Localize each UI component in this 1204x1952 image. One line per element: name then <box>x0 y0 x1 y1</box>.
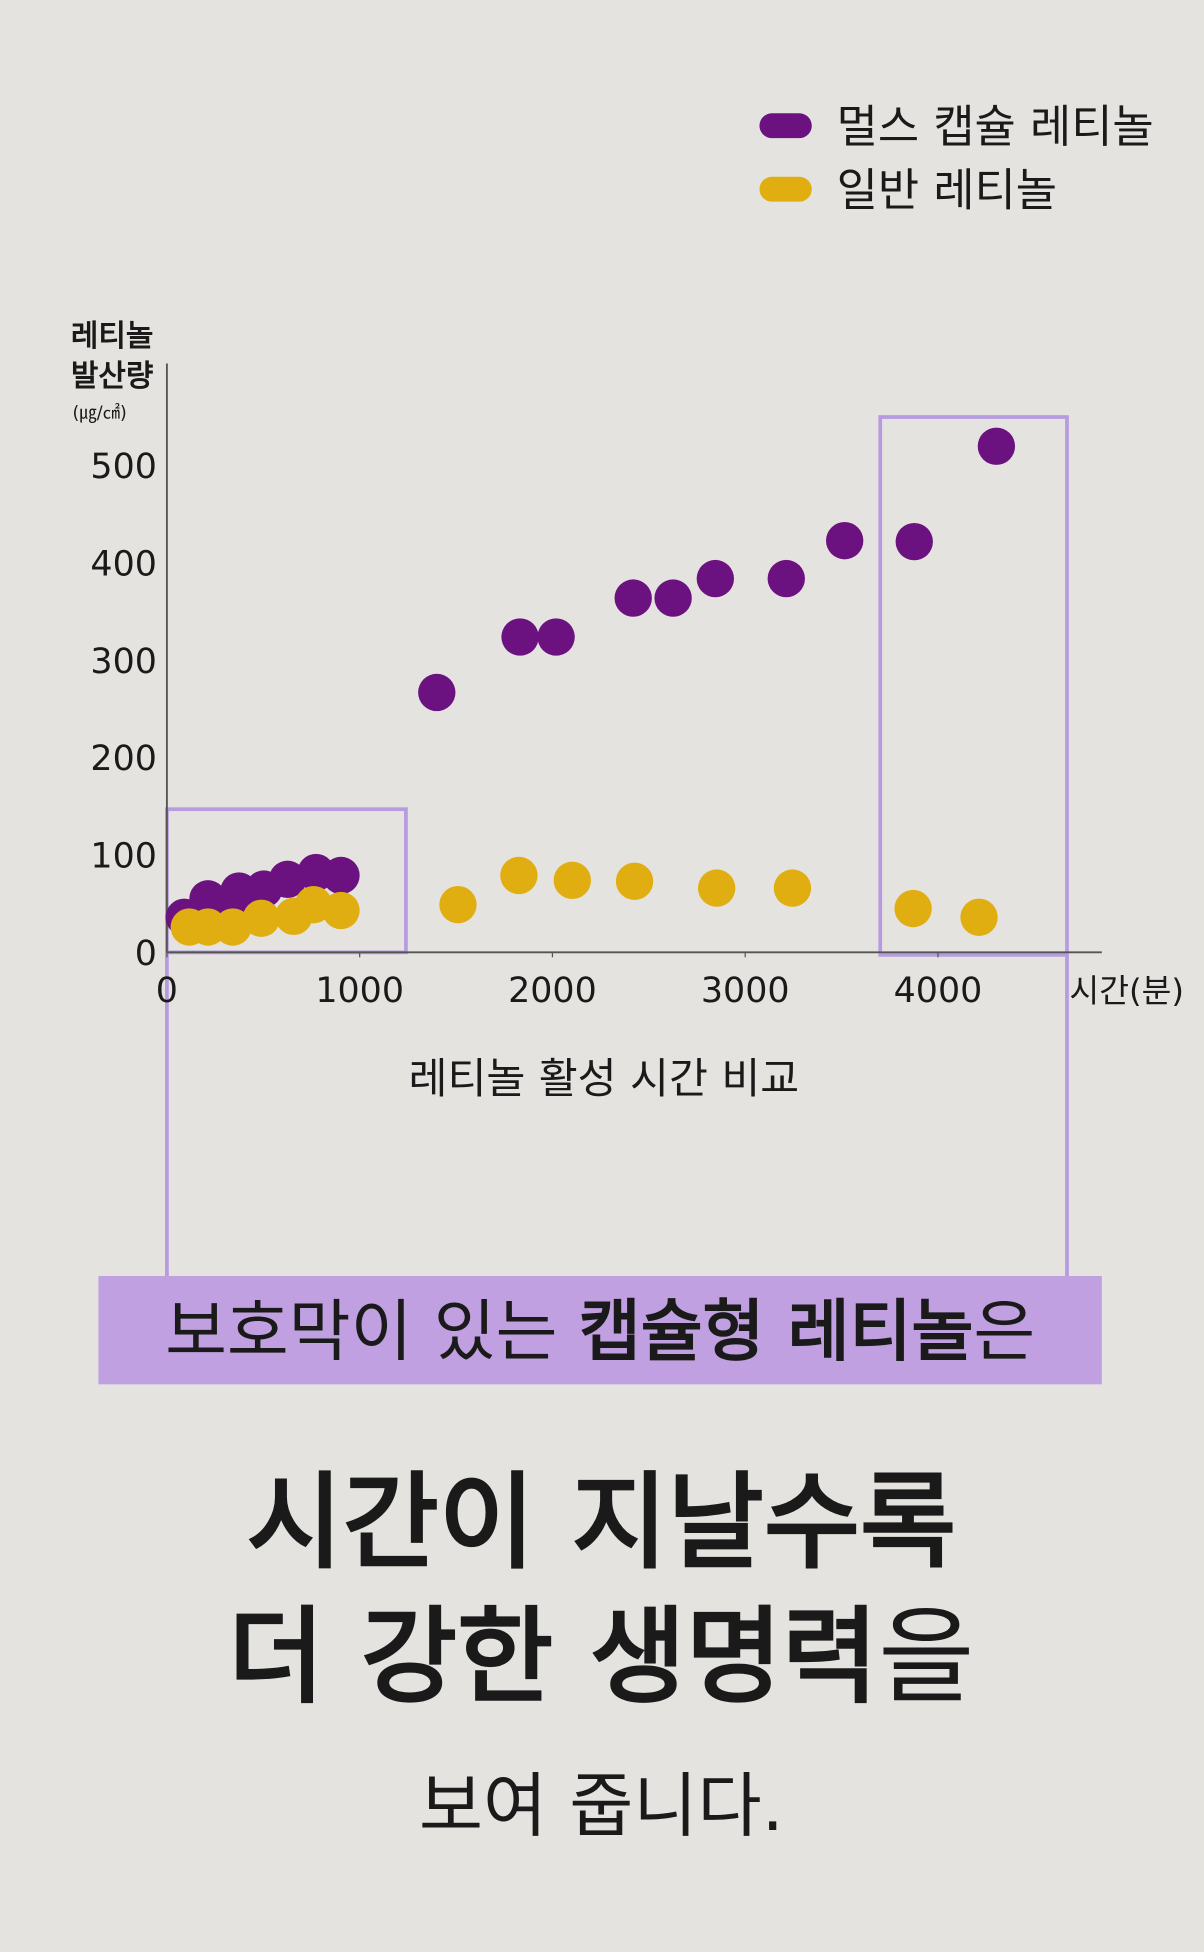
y-axis-title: 발산량 <box>71 359 153 394</box>
point <box>895 522 933 561</box>
point <box>500 856 538 895</box>
y-axis-title: 레티놀 <box>71 319 153 354</box>
y-tick-label: 500 <box>90 447 157 487</box>
closing-text: 보여 줍니다. <box>419 1766 784 1847</box>
point <box>960 898 998 936</box>
x-tick-label: 0 <box>156 971 178 1011</box>
x-tick-label: 3000 <box>701 971 790 1011</box>
point <box>418 673 456 712</box>
point <box>439 885 477 924</box>
point <box>977 427 1016 465</box>
point <box>553 861 591 899</box>
point <box>894 889 932 928</box>
legend-swatch <box>759 176 812 202</box>
text: 보호막이 있는 <box>165 1292 579 1370</box>
point <box>537 618 575 656</box>
legend-swatch <box>759 113 812 139</box>
point <box>268 860 307 899</box>
headline: 시간이 지날수록 <box>246 1462 956 1584</box>
y-tick-label: 300 <box>90 642 157 682</box>
point <box>696 559 735 598</box>
y-tick-label: 400 <box>90 544 157 584</box>
headline: 더 강한 생명력을 <box>228 1596 974 1718</box>
point <box>698 869 736 907</box>
point <box>614 579 652 617</box>
banner-text: 보호막이 있는 캡슐형 레티놀은 <box>165 1292 1035 1370</box>
point <box>773 869 812 907</box>
y-axis-unit: (㎍/㎠) <box>73 403 127 423</box>
banner <box>98 1276 1102 1385</box>
chart-caption: 레티놀 활성 시간 비교 <box>409 1054 800 1103</box>
point <box>501 618 539 656</box>
point <box>615 862 654 900</box>
point <box>214 908 252 946</box>
y-tick-label: 200 <box>90 739 157 779</box>
point <box>322 856 360 895</box>
x-axis-title: 시간(분) <box>1069 972 1184 1010</box>
text-bold: 캡슐형 레티놀 <box>579 1292 973 1370</box>
point <box>654 579 692 617</box>
x-tick-label: 4000 <box>894 971 983 1011</box>
highlight-box <box>878 415 1069 957</box>
x-tick-label: 2000 <box>508 971 597 1011</box>
point <box>767 559 805 598</box>
point <box>322 891 360 930</box>
y-tick-label: 0 <box>135 934 157 974</box>
legend-label: 멀스 캡슐 레티놀 <box>837 100 1154 153</box>
text: 은 <box>973 1292 1035 1370</box>
y-tick-label: 100 <box>90 836 157 876</box>
point <box>826 521 864 560</box>
x-tick-label: 1000 <box>315 971 404 1011</box>
legend-label: 일반 레티놀 <box>837 163 1057 216</box>
point <box>242 899 281 937</box>
text: 을 <box>878 1596 974 1718</box>
text-bold: 더 강한 생명력 <box>228 1596 878 1718</box>
